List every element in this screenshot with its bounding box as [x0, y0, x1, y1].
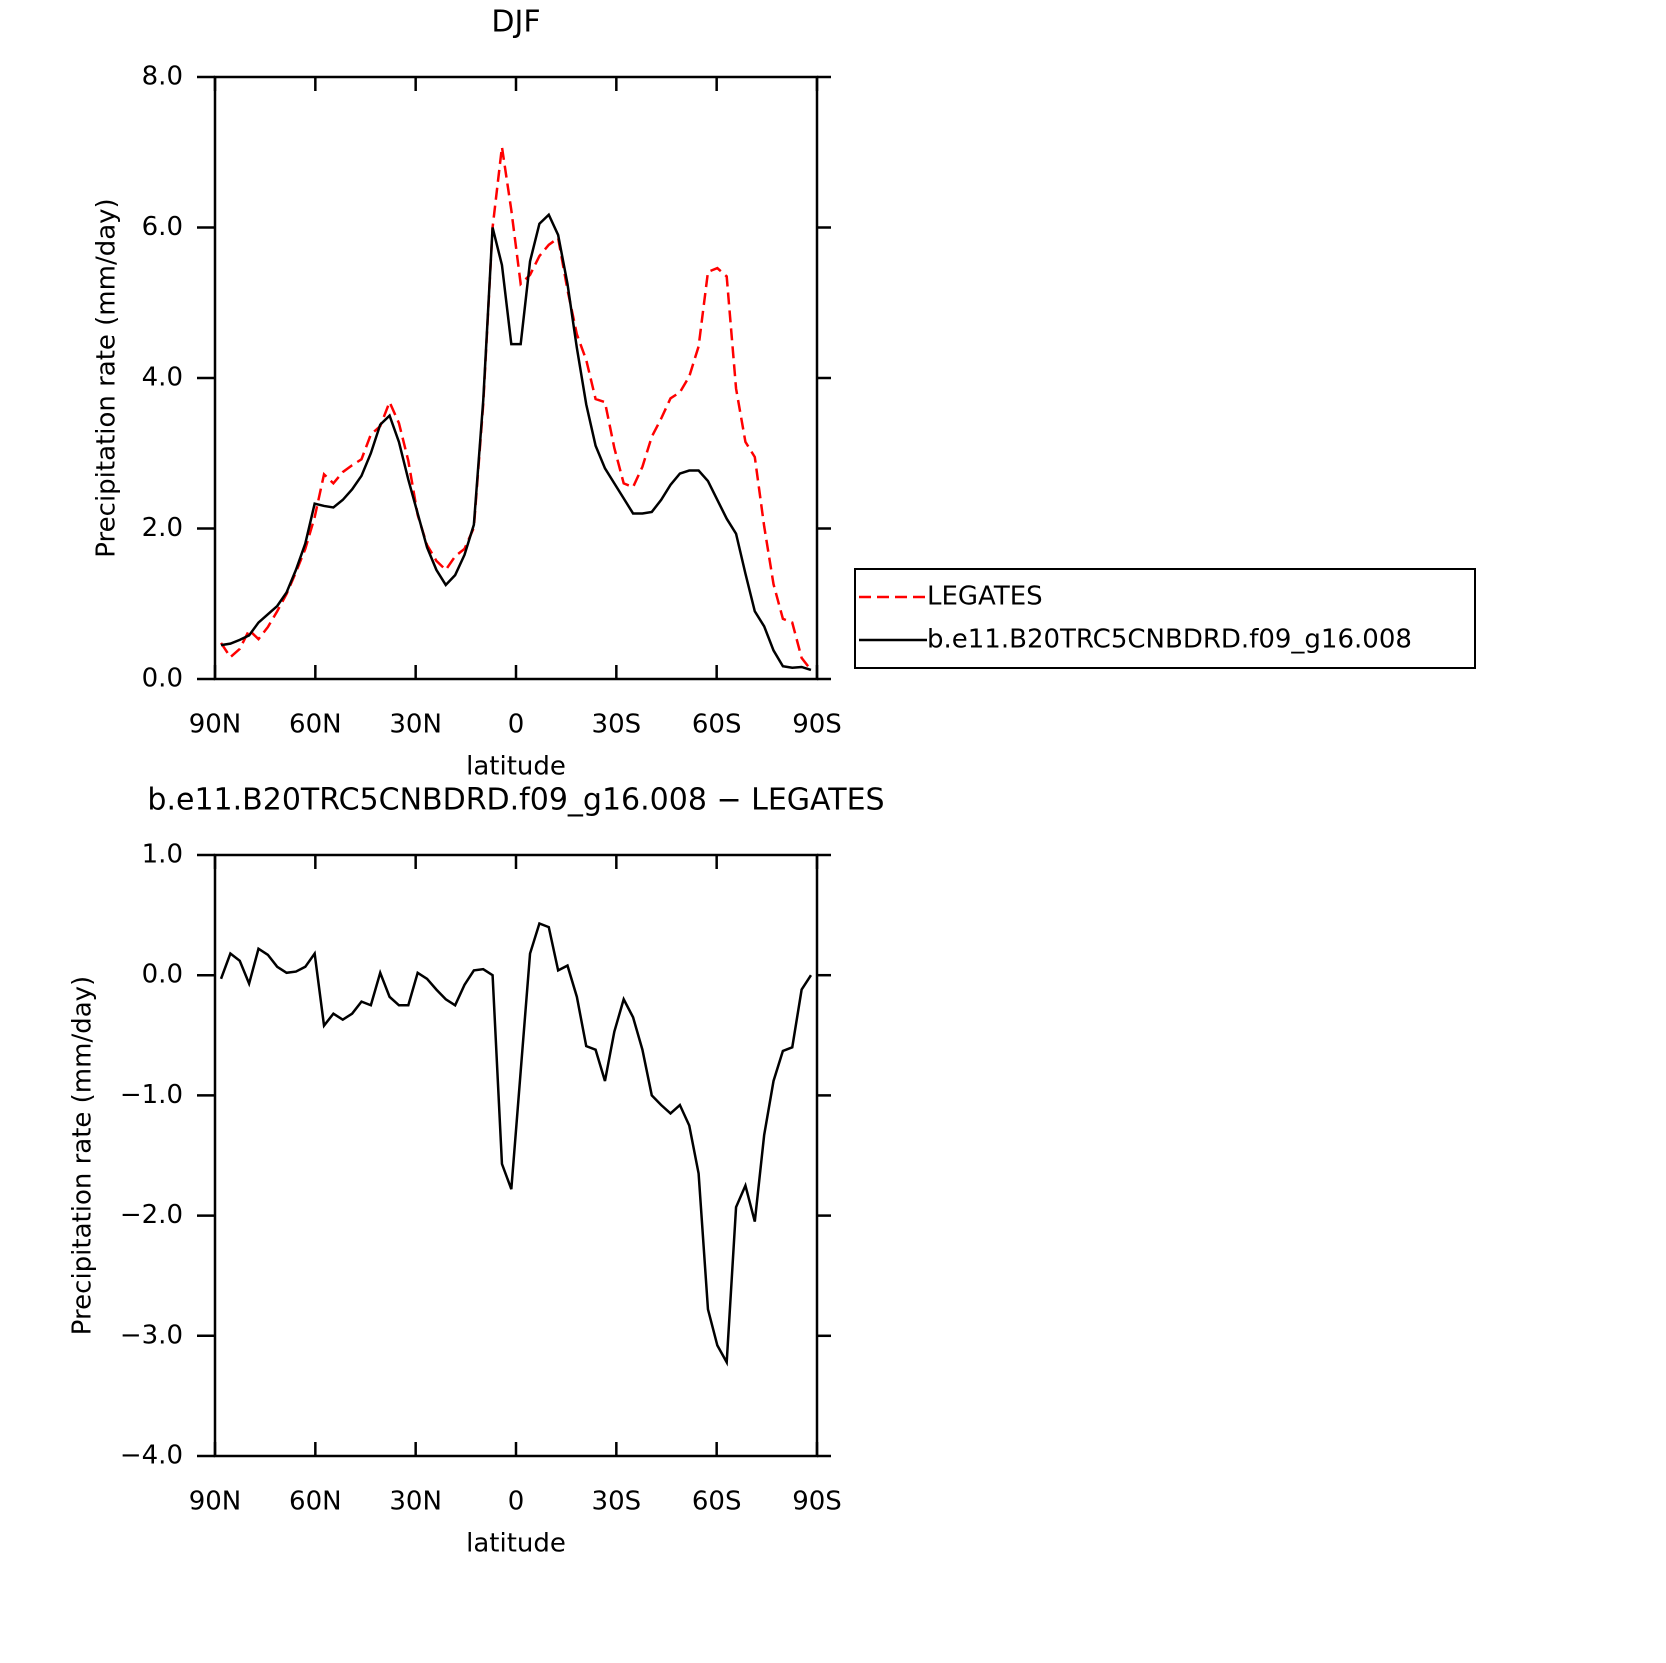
x-tick-label: 60N — [289, 710, 342, 740]
y-tick-label: −1.0 — [120, 1080, 183, 1110]
data-line — [219, 921, 813, 1367]
y-tick-label: 2.0 — [142, 513, 183, 543]
legend-label: LEGATES — [927, 582, 1043, 612]
x-tick-label: 30N — [389, 1487, 442, 1517]
x-tick-label: 60S — [692, 710, 742, 740]
x-tick-label: 0 — [508, 710, 525, 740]
plot-frame — [213, 853, 819, 1458]
x-tick-label: 30S — [592, 710, 642, 740]
y-tick-label: 1.0 — [142, 840, 183, 870]
x-tick-label: 30N — [389, 710, 442, 740]
legend-box — [854, 568, 1476, 669]
x-tick-label: 90S — [792, 710, 842, 740]
y-axis-label: Precipitation rate (mm/day) — [92, 198, 122, 557]
y-tick-label: 6.0 — [142, 212, 183, 242]
y-axis-label: Precipitation rate (mm/day) — [68, 976, 98, 1335]
data-line — [219, 146, 812, 671]
chart-title: b.e11.B20TRC5CNBDRD.f09_g16.008 − LEGATE… — [147, 783, 884, 818]
plot-frame — [213, 75, 819, 681]
data-line — [220, 212, 812, 672]
x-tick-label: 30S — [592, 1487, 642, 1517]
y-tick-label: 0.0 — [142, 960, 183, 990]
x-axis-label: latitude — [466, 1529, 566, 1559]
y-tick-label: −4.0 — [120, 1441, 183, 1471]
legend-label: b.e11.B20TRC5CNBDRD.f09_g16.008 — [927, 625, 1412, 655]
y-tick-label: 0.0 — [142, 664, 183, 694]
x-axis-label: latitude — [466, 752, 566, 782]
chart-title: DJF — [491, 5, 540, 40]
x-tick-label: 0 — [508, 1487, 525, 1517]
y-tick-label: 4.0 — [142, 363, 183, 393]
y-tick-label: 8.0 — [142, 62, 183, 92]
x-tick-label: 90N — [189, 1487, 242, 1517]
y-tick-label: −2.0 — [120, 1200, 183, 1230]
x-tick-label: 60N — [289, 1487, 342, 1517]
x-tick-label: 90S — [792, 1487, 842, 1517]
x-tick-label: 90N — [189, 710, 242, 740]
x-tick-label: 60S — [692, 1487, 742, 1517]
y-tick-label: −3.0 — [120, 1320, 183, 1350]
